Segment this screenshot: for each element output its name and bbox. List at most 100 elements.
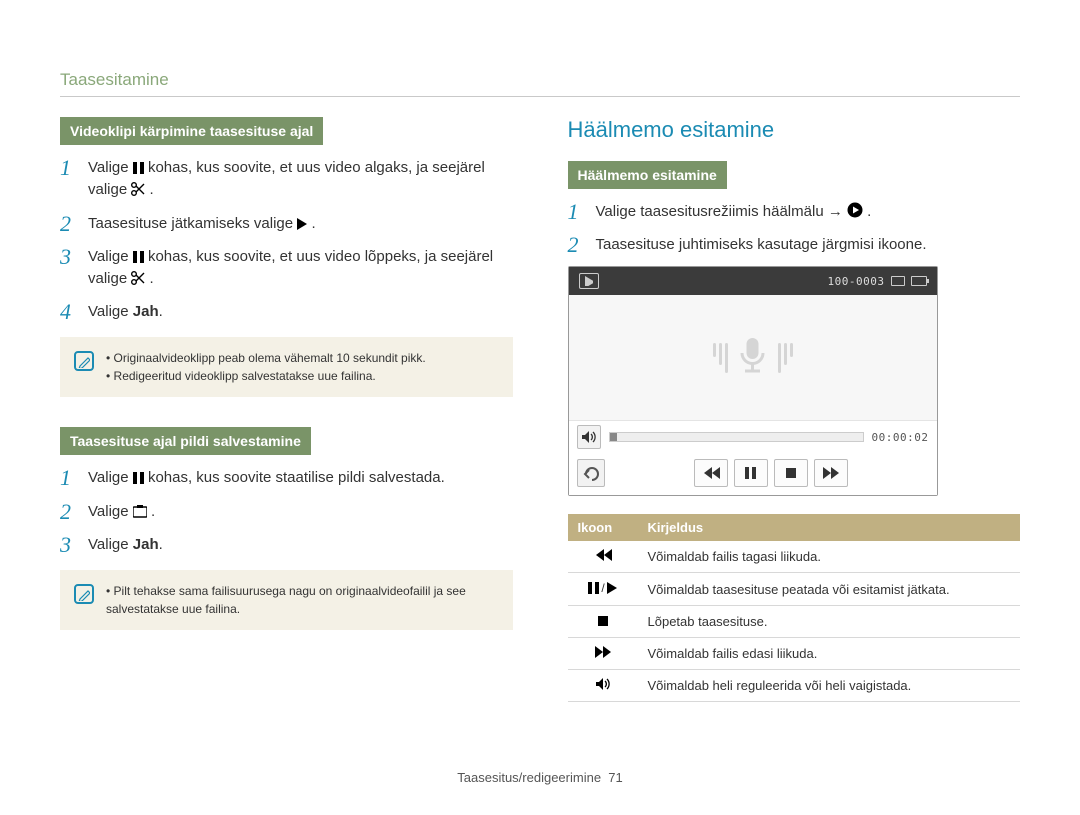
note-item: Pilt tehakse sama failisuurusega nagu on…	[106, 582, 499, 618]
step: 3 Valige Jah.	[60, 534, 513, 556]
step-text: Valige kohas, kus soovite, et uus video …	[88, 157, 513, 203]
voice-player: 100-0003 00:00:02	[568, 266, 938, 496]
text: .	[151, 503, 155, 520]
scissors-icon	[131, 182, 145, 202]
step-number: 1	[60, 157, 88, 179]
text: .	[311, 215, 315, 232]
step: 2 Taasesituse jätkamiseks valige .	[60, 213, 513, 236]
page-header: Taasesitamine	[60, 70, 1020, 97]
note-item: Redigeeritud videoklipp salvestatakse uu…	[106, 367, 426, 385]
text: Valige	[88, 503, 133, 520]
text: Valige	[88, 159, 133, 176]
step: 2 Taasesituse juhtimiseks kasutage järgm…	[568, 234, 1021, 256]
pause-icon	[133, 249, 144, 269]
text: Valige	[88, 469, 133, 486]
stop-button[interactable]	[774, 459, 808, 487]
player-controls	[569, 453, 937, 495]
table-row: Lõpetab taasesituse.	[568, 606, 1021, 638]
elapsed-time: 00:00:02	[872, 431, 929, 444]
stop-icon	[598, 616, 608, 626]
player-visual	[569, 295, 937, 420]
cell-desc: Võimaldab failis tagasi liikuda.	[638, 541, 1021, 573]
cell-icon	[568, 606, 638, 638]
page-number: 71	[608, 770, 622, 785]
section-bar-voice: Häälmemo esitamine	[568, 161, 727, 189]
cell-icon: /	[568, 573, 638, 606]
play-mode-icon	[579, 273, 599, 289]
step-number: 3	[60, 246, 88, 268]
forward-button[interactable]	[814, 459, 848, 487]
capture-icon	[133, 504, 147, 524]
table-row: / Võimaldab taasesituse peatada või esit…	[568, 573, 1021, 606]
cell-desc: Võimaldab taasesituse peatada või esitam…	[638, 573, 1021, 606]
step-text: Valige kohas, kus soovite, et uus video …	[88, 246, 513, 292]
pause-icon	[133, 470, 144, 490]
step-text: Taasesituse jätkamiseks valige .	[88, 213, 513, 236]
step: 2 Valige .	[60, 501, 513, 524]
step: 4 Valige Jah.	[60, 301, 513, 323]
cell-desc: Võimaldab failis edasi liikuda.	[638, 638, 1021, 670]
step: 1 Valige kohas, kus soovite staatilise p…	[60, 467, 513, 490]
text: Valige	[88, 248, 133, 265]
play-icon	[607, 582, 617, 594]
text-bold: Jah	[133, 303, 159, 320]
step-number: 4	[60, 301, 88, 323]
battery-icon	[911, 276, 927, 286]
cell-desc: Lõpetab taasesituse.	[638, 606, 1021, 638]
text: .	[150, 181, 154, 198]
cell-icon	[568, 670, 638, 702]
step: 1 Valige taasesitusrežiimis häälmälu → .	[568, 201, 1021, 224]
note-item: Originaalvideoklipp peab olema vähemalt …	[106, 349, 426, 367]
step-text: Valige .	[88, 501, 513, 524]
section-bar-capture: Taasesituse ajal pildi salvestamine	[60, 427, 311, 455]
note-icon	[74, 584, 94, 604]
scissors-icon	[131, 271, 145, 291]
play-icon	[297, 216, 307, 236]
step-number: 1	[60, 467, 88, 489]
volume-icon	[596, 678, 610, 690]
text: .	[150, 270, 154, 287]
text: Valige	[88, 303, 133, 320]
page-footer: Taasesitus/redigeerimine 71	[0, 770, 1080, 785]
text: kohas, kus soovite staatilise pildi salv…	[148, 469, 445, 486]
pause-button[interactable]	[734, 459, 768, 487]
progress-bar[interactable]	[609, 432, 864, 442]
file-counter: 100-0003	[828, 275, 885, 288]
step-number: 3	[60, 534, 88, 556]
step-text: Valige kohas, kus soovite staatilise pil…	[88, 467, 513, 490]
rewind-icon	[594, 549, 612, 561]
card-icon	[891, 276, 905, 286]
step-text: Valige Jah.	[88, 534, 513, 555]
cell-icon	[568, 638, 638, 670]
th-icon: Ikoon	[568, 514, 638, 541]
volume-button[interactable]	[577, 425, 601, 449]
text: .	[867, 203, 871, 220]
th-desc: Kirjeldus	[638, 514, 1021, 541]
icon-description-table: Ikoon Kirjeldus Võimaldab failis tagasi …	[568, 514, 1021, 702]
text: Valige taasesitusrežiimis häälmälu →	[596, 203, 848, 220]
step-number: 2	[568, 234, 596, 256]
text: .	[159, 536, 163, 553]
step-text: Valige Jah.	[88, 301, 513, 322]
back-button[interactable]	[577, 459, 605, 487]
note-box: Pilt tehakse sama failisuurusega nagu on…	[60, 570, 513, 630]
player-topbar: 100-0003	[569, 267, 937, 295]
step: 3 Valige kohas, kus soovite, et uus vide…	[60, 246, 513, 292]
microphone-icon	[736, 338, 770, 378]
step-number: 2	[60, 213, 88, 235]
table-row: Võimaldab failis edasi liikuda.	[568, 638, 1021, 670]
section-bar-trim: Videoklipi kärpimine taasesituse ajal	[60, 117, 323, 145]
step: 1 Valige kohas, kus soovite, et uus vide…	[60, 157, 513, 203]
footer-text: Taasesitus/redigeerimine	[457, 770, 601, 785]
forward-icon	[595, 646, 611, 658]
pause-icon	[133, 160, 144, 180]
section-title: Häälmemo esitamine	[568, 117, 1021, 143]
text-bold: Jah	[133, 536, 159, 553]
text: .	[159, 303, 163, 320]
step-text: Valige taasesitusrežiimis häälmälu → .	[596, 201, 1021, 224]
cell-desc: Võimaldab heli reguleerida või heli vaig…	[638, 670, 1021, 702]
right-column: Häälmemo esitamine Häälmemo esitamine 1 …	[568, 117, 1021, 702]
rewind-button[interactable]	[694, 459, 728, 487]
play-disc-icon	[847, 202, 863, 224]
player-progress-row: 00:00:02	[569, 420, 937, 453]
